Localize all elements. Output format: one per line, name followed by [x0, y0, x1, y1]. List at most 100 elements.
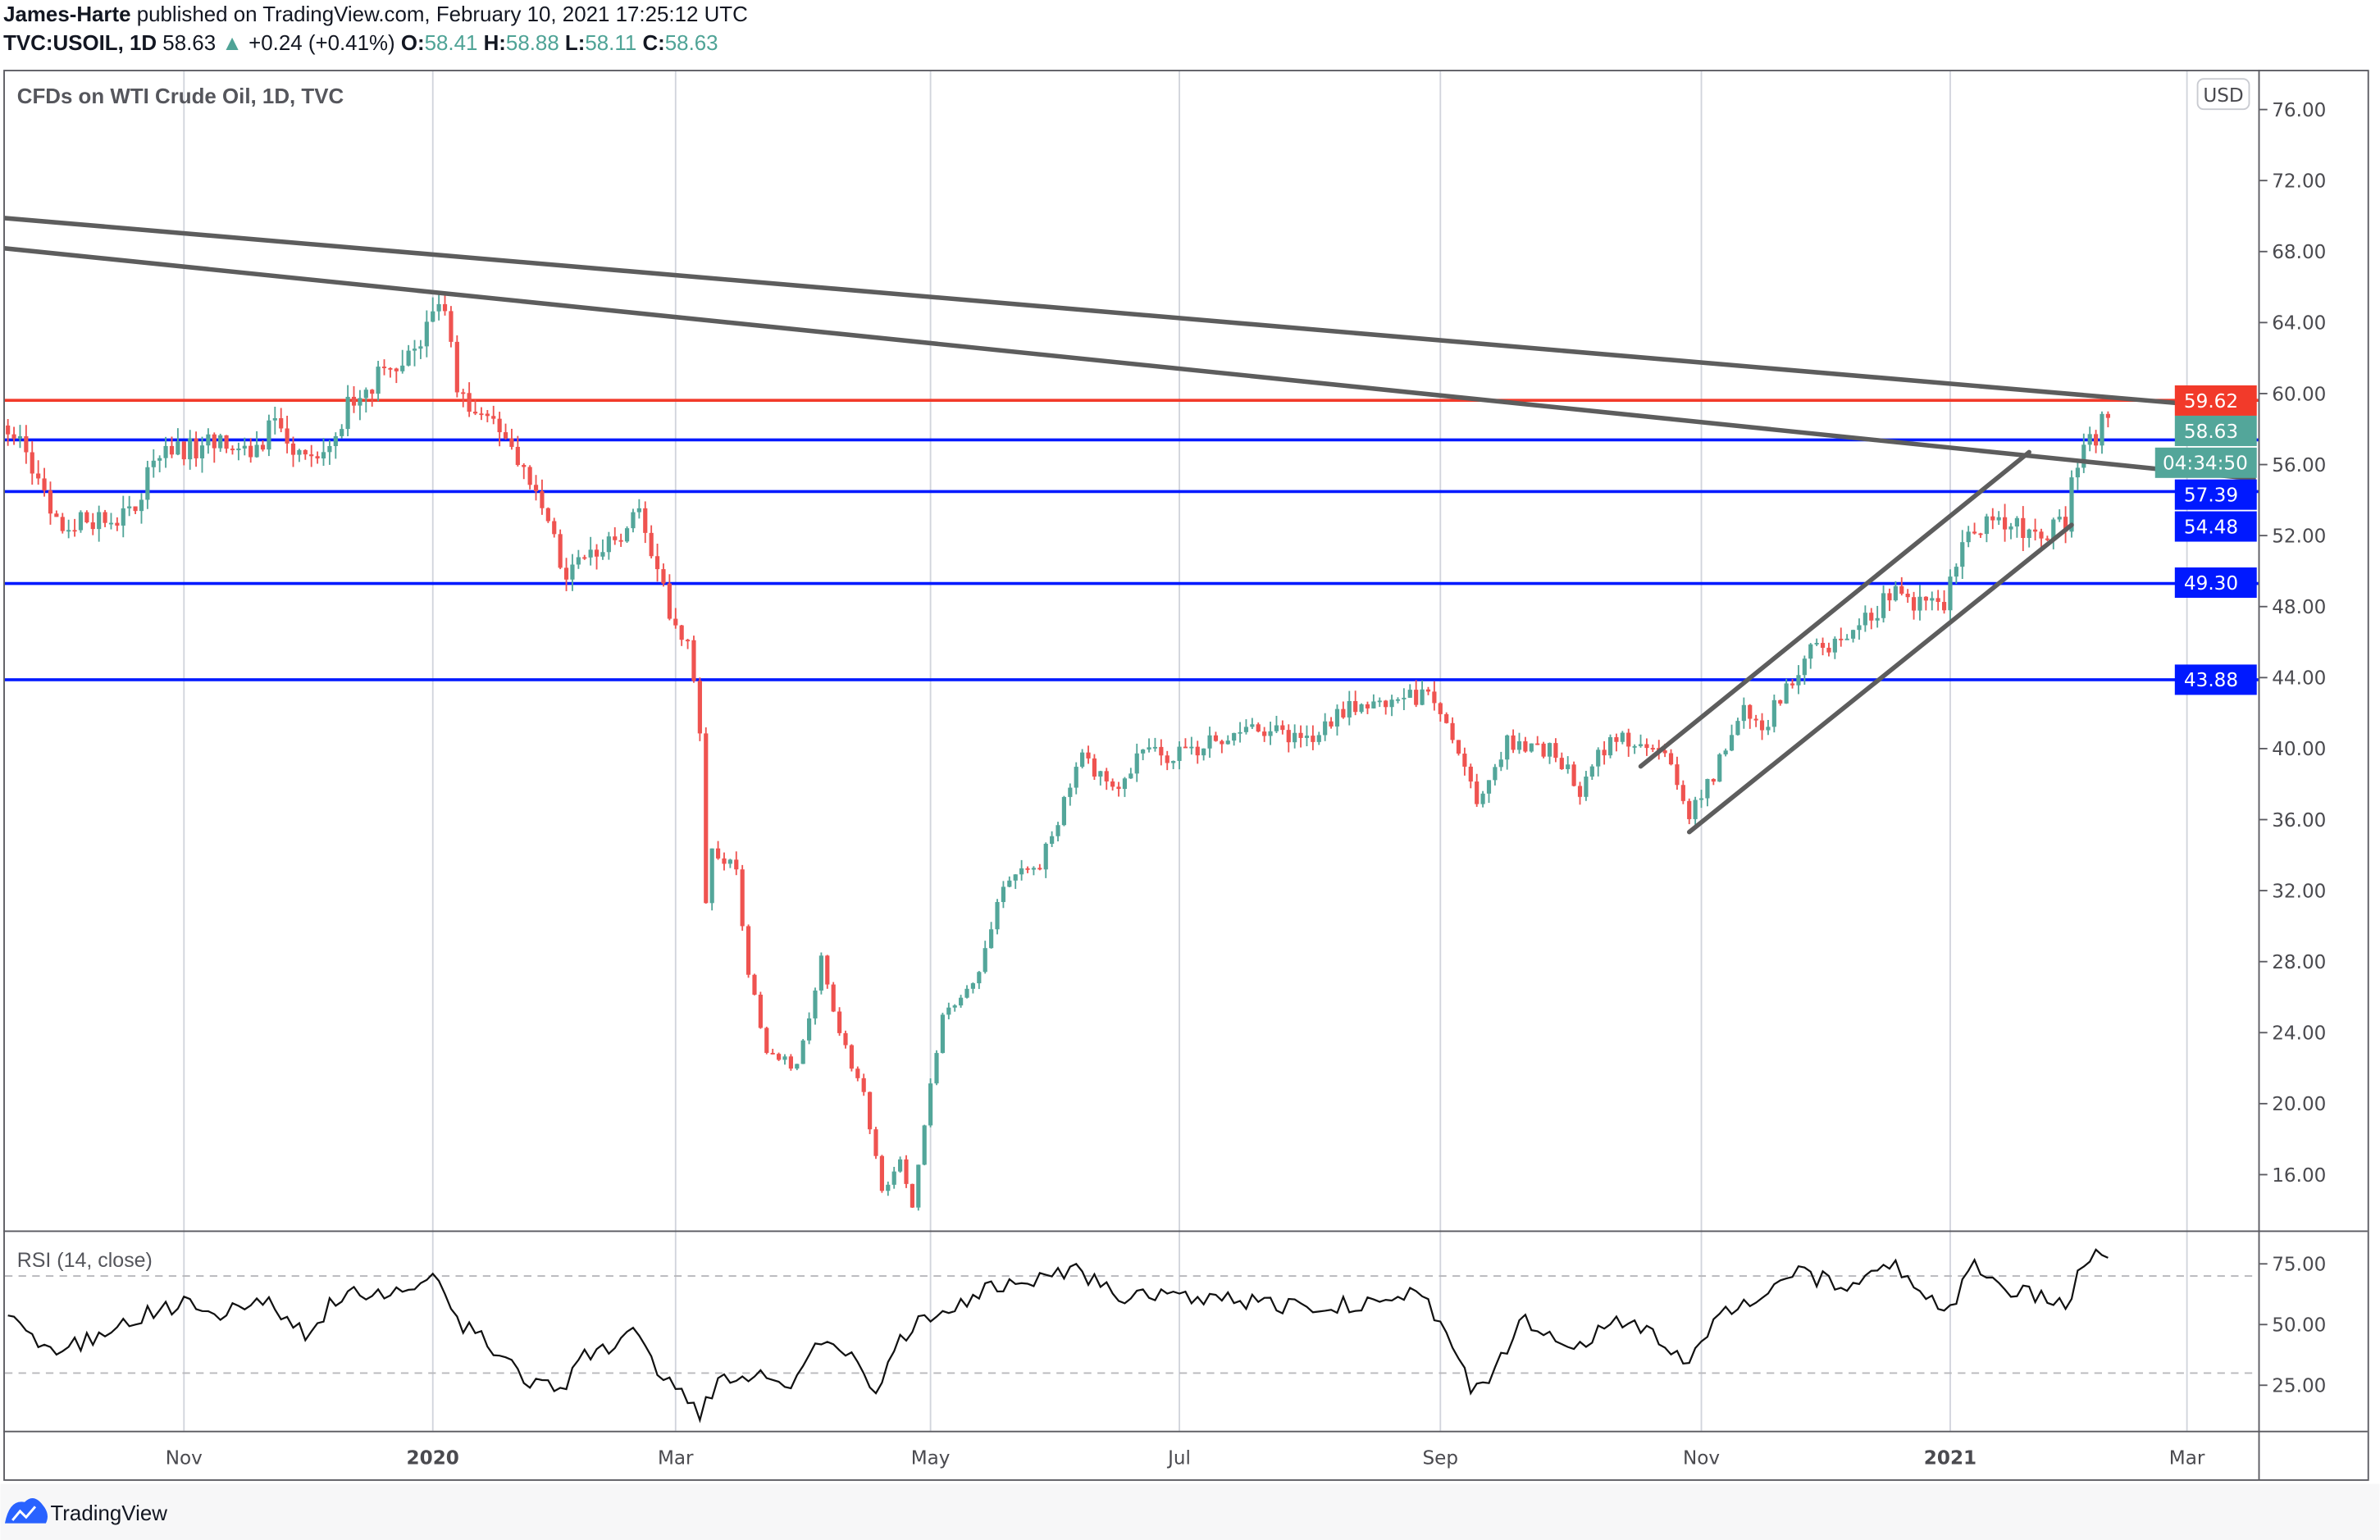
candle-body — [1935, 598, 1940, 603]
candle-body — [1748, 704, 1753, 719]
candle-body — [1881, 593, 1886, 618]
candle-body — [1384, 700, 1388, 708]
candle-body — [1232, 732, 1237, 741]
candle-body — [879, 1155, 884, 1191]
level-label-bg — [2174, 664, 2257, 695]
candle-body — [1814, 643, 1819, 645]
candle-body — [1566, 764, 1571, 769]
candles — [6, 294, 2110, 1211]
price-axis[interactable]: 16.00 20.00 24.00 28.00 32.00 36.00 40.00 44.00… — [2259, 100, 2326, 1187]
footer-brand[interactable]: TradingView — [50, 1502, 167, 1525]
candle-body — [1547, 743, 1552, 757]
author-name[interactable]: James-Harte — [3, 3, 130, 26]
candle-body — [436, 303, 441, 312]
time-tick-label: 2021 — [1924, 1447, 1976, 1469]
candle-body — [1589, 766, 1594, 777]
price-tick-label: 16.00 — [2272, 1165, 2326, 1187]
candle-body — [1092, 758, 1097, 777]
candle-body — [1493, 767, 1498, 781]
rsi-tick-label: 50.00 — [2272, 1315, 2326, 1337]
price-tick-label: 56.00 — [2272, 455, 2326, 476]
price-tick-label: 24.00 — [2272, 1023, 2326, 1045]
candle-body — [934, 1053, 939, 1084]
candle-body — [1735, 721, 1740, 736]
candle-body — [1535, 743, 1540, 745]
price-tick-label: 44.00 — [2272, 668, 2326, 690]
candle-body — [467, 393, 472, 412]
candle-body — [157, 458, 162, 461]
candle-body — [345, 396, 350, 430]
candle-body — [849, 1045, 854, 1069]
high-label: H: — [484, 32, 506, 55]
candle-body — [1262, 731, 1267, 736]
candle-body — [2081, 444, 2086, 468]
candle-body — [813, 990, 818, 1018]
candle-body — [618, 540, 623, 542]
candle-body — [576, 557, 581, 565]
candle-body — [1389, 699, 1394, 708]
candle-body — [636, 508, 641, 513]
candle-body — [1347, 700, 1352, 718]
candle-body — [691, 640, 696, 681]
candle-body — [2087, 434, 2092, 445]
candle-body — [1207, 735, 1212, 749]
price-tick-label: 76.00 — [2272, 100, 2326, 121]
candle-body — [685, 640, 691, 642]
level-label: 54.48 — [2184, 517, 2238, 538]
candle-body — [1334, 708, 1340, 727]
candle-body — [36, 473, 41, 479]
price-tick-label: 64.00 — [2272, 313, 2326, 335]
candle-body — [454, 341, 459, 393]
candle-body — [381, 367, 387, 368]
candle-body — [424, 321, 429, 347]
candle-body — [1668, 753, 1674, 765]
candle-body — [745, 926, 751, 975]
candle-body — [1323, 721, 1328, 736]
candle-body — [1498, 759, 1503, 768]
price-labels: 59.62 57.39 54.48 49.30 43.88 58.63 04:34:50 — [2154, 385, 2257, 695]
candle-body — [84, 512, 89, 523]
candle-body — [1159, 746, 1164, 756]
close-value: 58.63 — [665, 32, 718, 55]
candle-body — [1402, 697, 1407, 699]
time-axis[interactable]: Nov 2020 Mar May Jul Sep Nov 2021 Mar — [166, 1447, 2205, 1469]
candle-body — [2057, 517, 2062, 520]
candle-body — [740, 869, 745, 927]
level-label: 43.88 — [2184, 670, 2238, 691]
candle-body — [1243, 727, 1249, 732]
candle-body — [1444, 713, 1449, 723]
candle-body — [42, 478, 47, 491]
candle-body — [679, 625, 684, 640]
candle-body — [188, 438, 193, 460]
candle-body — [1438, 703, 1443, 714]
candle-body — [1104, 771, 1109, 781]
candle-body — [1869, 613, 1874, 621]
level-label: 59.62 — [2184, 391, 2238, 412]
candle-body — [1620, 732, 1625, 742]
tradingview-logo-icon[interactable] — [4, 1497, 48, 1524]
rsi-axis[interactable]: 25.00 50.00 75.00 — [2259, 1255, 2326, 1397]
candle-body — [910, 1183, 914, 1208]
candle-body — [1723, 750, 1728, 754]
candle-body — [837, 1011, 842, 1033]
candle-body — [2063, 517, 2068, 532]
currency-button[interactable]: USD — [2196, 78, 2250, 111]
candle-body — [1432, 691, 1437, 704]
candle-body — [1784, 683, 1789, 704]
candle-body — [1923, 596, 1928, 601]
candle-body — [959, 997, 964, 1006]
candle-body — [1972, 531, 1977, 534]
candle-body — [194, 438, 198, 458]
candle-body — [309, 454, 314, 457]
candle-body — [806, 1018, 812, 1041]
candle-body — [843, 1032, 848, 1046]
time-tick-label: 2020 — [407, 1447, 459, 1469]
candle-body — [224, 435, 229, 449]
level-label-bg — [2174, 385, 2257, 416]
candle-body — [1632, 745, 1637, 748]
candle-body — [1195, 746, 1200, 756]
candle-body — [624, 528, 630, 542]
candle-body — [206, 434, 211, 446]
candle-body — [1456, 740, 1461, 754]
